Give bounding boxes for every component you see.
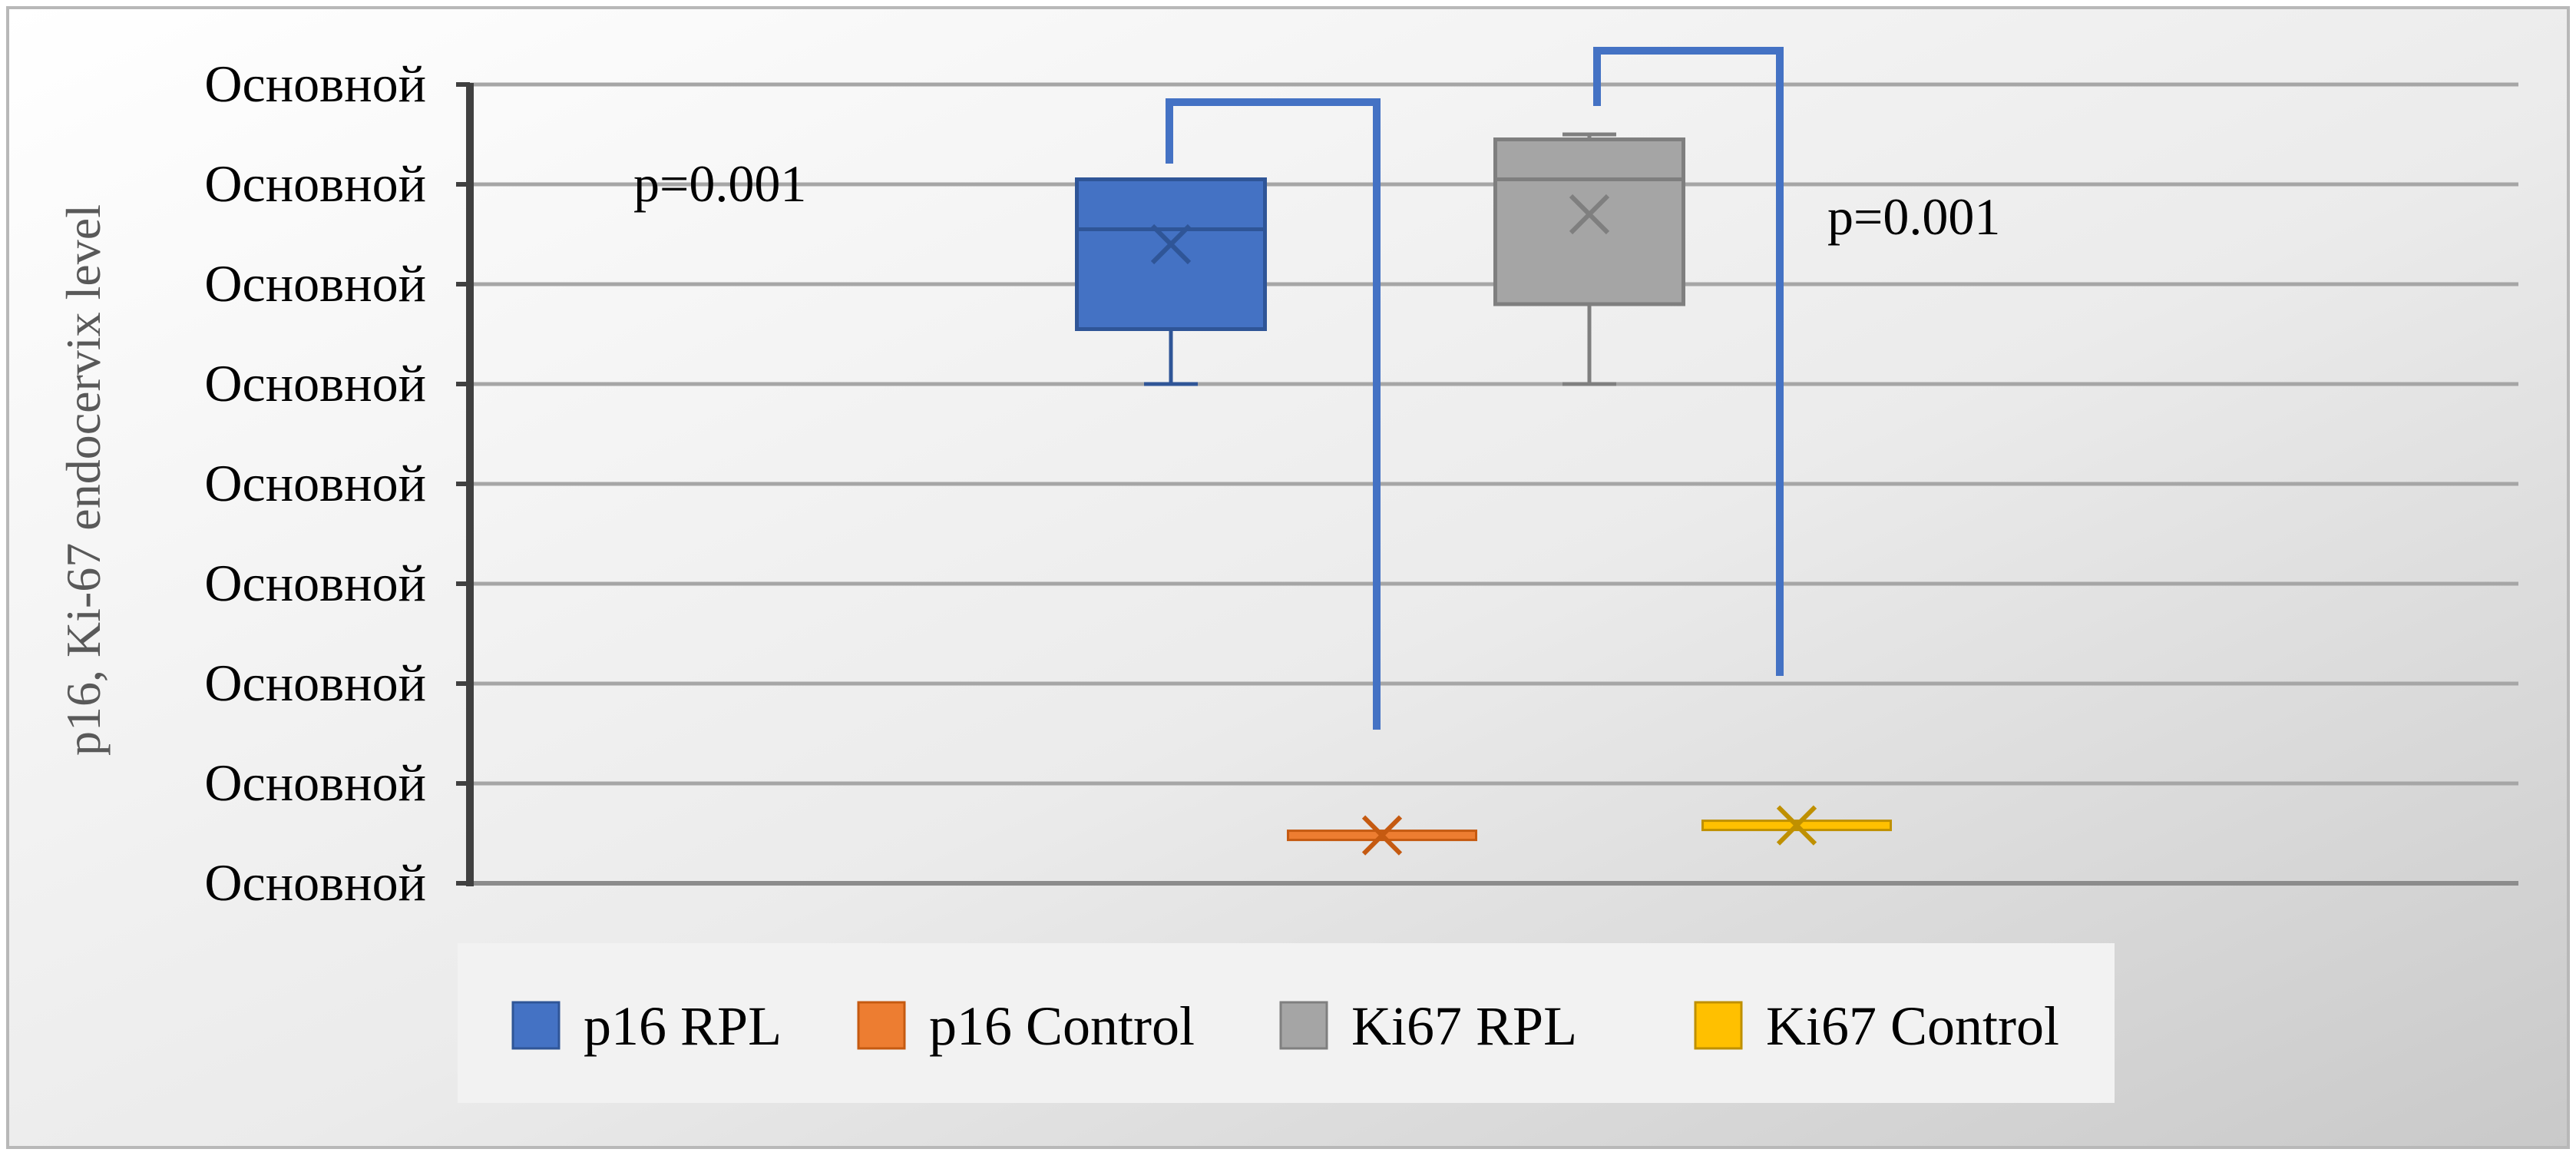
legend-label: Ki67 RPL: [1351, 995, 1577, 1057]
y-tick-label: Основной: [204, 354, 426, 412]
mean-marker: [1361, 815, 1403, 856]
box-series: [1075, 132, 1892, 856]
y-axis: [466, 83, 2518, 886]
box-p16-control: [1287, 815, 1477, 856]
y-axis-label: p16, Ki-67 endocervix level: [56, 204, 111, 756]
p-value-label: p=0.001: [1827, 187, 2000, 246]
legend-label: Ki67 Control: [1766, 995, 2059, 1057]
box-p16-rpl: [1075, 177, 1267, 386]
legend-label: p16 RPL: [584, 995, 782, 1057]
significance-bracket: [1593, 47, 1784, 676]
y-tick-label: Основной: [204, 454, 426, 512]
y-tick-label: Основной: [204, 654, 426, 712]
legend: p16 RPL p16 Control Ki67 RPL Ki67 Control: [458, 943, 2115, 1103]
y-tick-label: Основной: [204, 154, 426, 213]
legend-swatch: [511, 1001, 561, 1050]
mean-marker: [1150, 224, 1192, 265]
gridlines: [456, 82, 2518, 886]
mean-marker: [1569, 194, 1610, 235]
y-tick-label: Основной: [204, 55, 426, 113]
y-tick-labels: Основной Основной Основной Основной Основной…: [204, 55, 426, 912]
box-ki67-control: [1701, 805, 1892, 846]
mean-marker: [1776, 805, 1817, 846]
y-tick-label: Основной: [204, 554, 426, 612]
box-iqr: [1075, 177, 1267, 331]
legend-label: p16 Control: [929, 995, 1195, 1057]
legend-swatch: [1279, 1001, 1328, 1050]
legend-swatch: [1694, 1001, 1743, 1050]
significance-bracket: [1166, 98, 1381, 730]
box-ki67-rpl: [1493, 132, 1685, 386]
significance-brackets: p=0.001 p=0.001: [633, 47, 2000, 730]
p-value-label: p=0.001: [633, 154, 806, 213]
legend-swatch: [857, 1001, 906, 1050]
box-iqr: [1493, 137, 1685, 306]
y-tick-label: Основной: [204, 254, 426, 313]
y-tick-label: Основной: [204, 853, 426, 912]
y-tick-label: Основной: [204, 753, 426, 812]
